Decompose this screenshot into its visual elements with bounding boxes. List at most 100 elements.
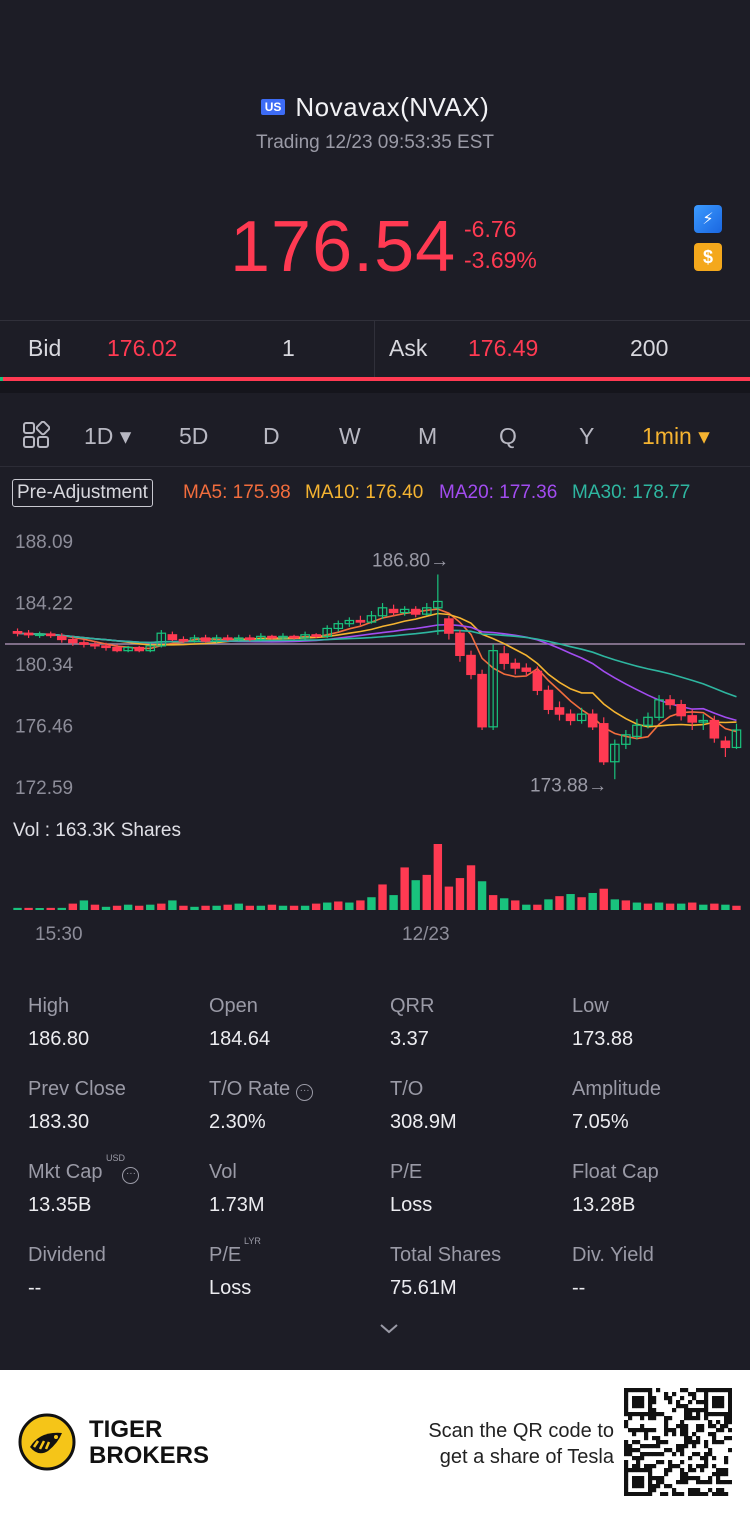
tab-month[interactable]: M xyxy=(418,423,438,449)
stat-label-div-yield: Div. Yield xyxy=(572,1244,654,1266)
section-gap xyxy=(0,381,750,393)
stat-value-high: 186.80 xyxy=(28,1028,90,1050)
candlestick-chart[interactable]: 188.09 184.22 180.34 176.46 172.59 186.80→ 173… xyxy=(0,520,750,960)
stat-label-t-o-rate: T/O Rate ··· xyxy=(209,1078,314,1101)
volume-bar xyxy=(555,896,564,910)
stat-value-open: 184.64 xyxy=(209,1028,271,1050)
volume-bar xyxy=(411,880,420,910)
candle-down xyxy=(56,635,67,641)
candle-up xyxy=(300,634,310,639)
tab-5d[interactable]: 5D xyxy=(179,423,209,449)
stat-label-qrr: QRR xyxy=(390,995,435,1017)
candle-down xyxy=(676,704,686,717)
promo-text-line1: Scan the QR code to xyxy=(428,1420,614,1442)
volume-bar xyxy=(522,904,531,910)
candle-down xyxy=(101,645,111,649)
candle-down xyxy=(565,713,576,722)
volume-bar xyxy=(621,900,631,910)
bid-ask-divider xyxy=(374,320,375,378)
volume-bar xyxy=(123,904,133,910)
volume-bar xyxy=(179,905,188,910)
flash-trade-icon[interactable]: ⚡ xyxy=(694,205,722,233)
tab-1min[interactable]: 1min ▾ xyxy=(642,423,710,449)
candle-up xyxy=(156,632,167,647)
stat-label-t-o: T/O xyxy=(390,1078,424,1100)
trading-status: Trading 12/23 09:53:35 EST xyxy=(255,132,494,153)
volume-bar xyxy=(134,905,144,910)
candle-down xyxy=(554,707,565,715)
candle-down xyxy=(587,713,598,728)
ma10-line xyxy=(17,612,737,728)
stat-label-low: Low xyxy=(572,995,609,1017)
volume-bar xyxy=(201,905,210,910)
bid-size: 1 xyxy=(282,335,295,361)
volume-bar xyxy=(688,902,697,910)
stat-label-dividend: Dividend xyxy=(28,1244,106,1266)
tab-year[interactable]: Y xyxy=(579,423,595,449)
tab-week[interactable]: W xyxy=(339,423,361,449)
chevron-down-icon[interactable] xyxy=(378,1320,400,1338)
promo-text-line2: get a share of Tesla xyxy=(439,1446,614,1468)
stat-label-mkt-cap: Mkt Cap ··· xyxy=(28,1161,140,1184)
volume-bar xyxy=(79,900,89,910)
volume-bar xyxy=(35,908,44,910)
qr-code[interactable] xyxy=(624,1388,732,1496)
ma5-label: MA5: 175.98 xyxy=(183,482,291,503)
candle-up xyxy=(698,719,709,723)
tiger-logo-icon xyxy=(18,1413,76,1471)
stat-value-t-o-rate: 2.30% xyxy=(209,1111,266,1133)
volume-bar xyxy=(278,905,288,910)
volume-bar xyxy=(389,895,398,910)
volume-bar xyxy=(300,905,310,910)
candle-down xyxy=(532,670,543,691)
last-price: 176.54 xyxy=(230,207,457,287)
volume-bar xyxy=(90,904,100,910)
stat-value-float-cap: 13.28B xyxy=(572,1194,636,1216)
volume-bar xyxy=(345,902,354,910)
candle-up xyxy=(344,619,355,625)
grid-menu-icon[interactable] xyxy=(22,421,50,449)
candle-down xyxy=(134,646,145,652)
volume-bar xyxy=(710,903,719,910)
candle-down xyxy=(477,673,487,728)
volume-bar xyxy=(488,895,498,910)
pe-lyr-superscript: LYR xyxy=(244,1236,261,1246)
brand-name-line1: TIGER xyxy=(89,1416,163,1443)
candle-down xyxy=(200,637,211,642)
ma10-label: MA10: 176.40 xyxy=(305,482,424,503)
stat-value-p-e: Loss xyxy=(209,1277,252,1299)
candle-up xyxy=(233,637,244,641)
candle-up xyxy=(576,713,587,722)
candle-down xyxy=(410,608,421,615)
market-badge: US xyxy=(260,99,286,115)
price-change-percent: -3.69% xyxy=(464,247,537,273)
candle-down xyxy=(12,631,23,634)
bid-price: 176.02 xyxy=(107,335,178,361)
y-tick-label: 180.34 xyxy=(15,655,74,676)
stat-label-high: High xyxy=(28,995,70,1017)
tab-day[interactable]: D xyxy=(263,423,280,449)
volume-bar xyxy=(610,899,620,910)
candle-down xyxy=(23,632,34,636)
candle-down xyxy=(90,643,100,647)
candle-up xyxy=(211,637,222,642)
candle-down xyxy=(68,638,78,644)
tab-quarter[interactable]: Q xyxy=(499,423,517,449)
candle-down xyxy=(466,654,476,676)
candle-up xyxy=(643,716,653,726)
info-icon[interactable]: ··· xyxy=(296,1084,314,1101)
depth-ratio-bar-buy xyxy=(0,377,3,381)
info-icon[interactable]: ··· xyxy=(122,1167,140,1184)
dollar-icon[interactable]: $ xyxy=(694,243,722,271)
volume-bar xyxy=(57,907,66,910)
volume-bar xyxy=(544,899,553,910)
stat-label-vol: Vol xyxy=(209,1161,237,1183)
chart-panel xyxy=(0,393,750,1370)
adjustment-toggle[interactable]: Pre-Adjustment xyxy=(12,479,153,507)
volume-bar xyxy=(499,898,509,910)
volume-bar xyxy=(588,892,597,910)
volume-bar xyxy=(676,903,686,910)
tab-1d[interactable]: 1D ▾ xyxy=(84,423,132,449)
volume-bar xyxy=(212,905,221,910)
stat-value-qrr: 3.37 xyxy=(390,1028,429,1050)
